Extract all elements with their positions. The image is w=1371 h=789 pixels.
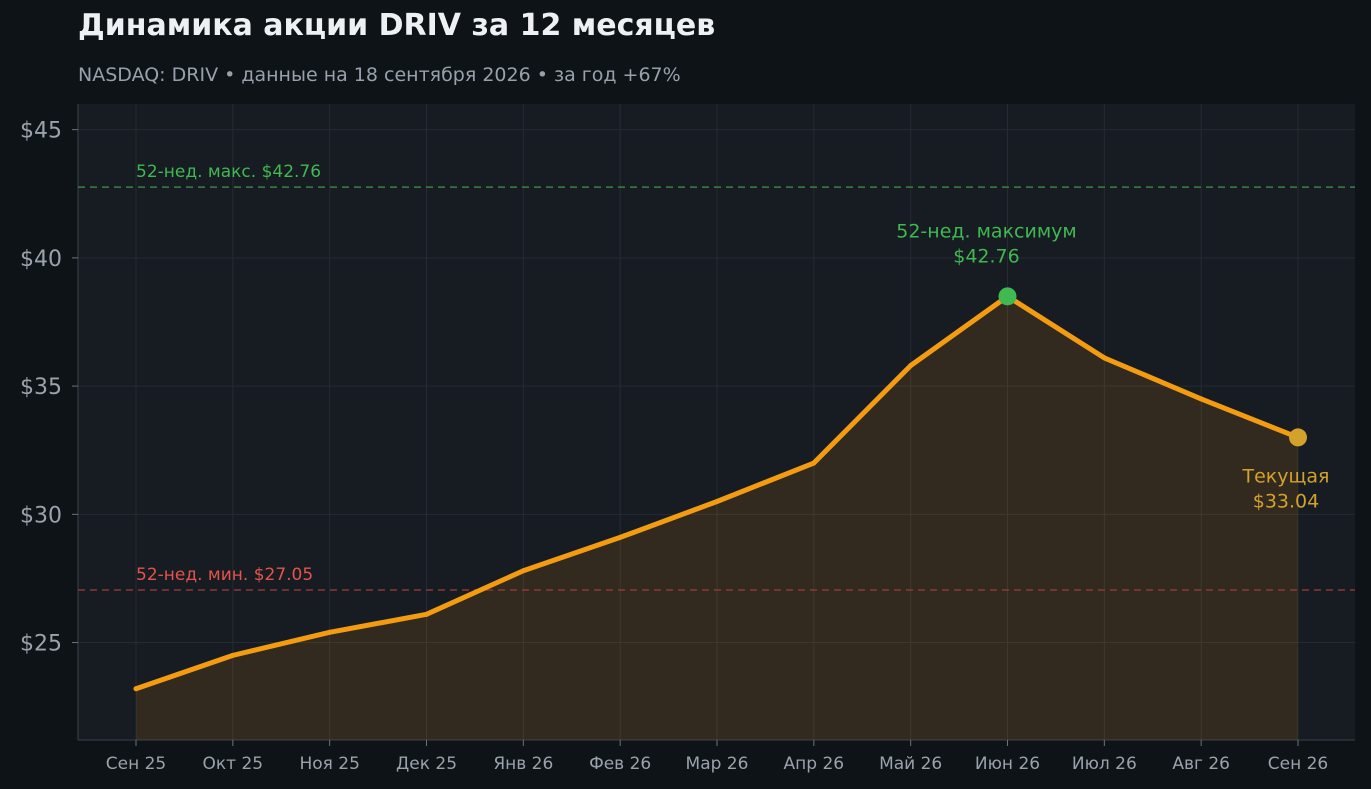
data-point bbox=[520, 568, 526, 574]
peak-marker bbox=[998, 287, 1017, 306]
chart-title: Динамика акции DRIV за 12 месяцев bbox=[78, 8, 716, 43]
x-tick-label: Апр 26 bbox=[784, 754, 845, 774]
y-tick-label: $25 bbox=[20, 632, 62, 657]
y-tick-label: $35 bbox=[20, 375, 62, 400]
data-point bbox=[133, 686, 139, 692]
data-point bbox=[714, 499, 720, 504]
y-tick-label: $40 bbox=[20, 247, 62, 272]
x-tick-label: Авг 26 bbox=[1172, 754, 1230, 774]
x-tick-label: Янв 26 bbox=[493, 754, 553, 774]
data-point bbox=[1101, 355, 1107, 361]
data-point bbox=[424, 611, 429, 617]
chart-subtitle: NASDAQ: DRIV • данные на 18 сентября 202… bbox=[78, 64, 681, 86]
annotation-value: $42.76 bbox=[953, 245, 1019, 267]
y-tick-label: $45 bbox=[20, 119, 62, 144]
reference-label-low: 52-нед. мин. $27.05 bbox=[136, 565, 313, 585]
data-point bbox=[908, 363, 914, 369]
x-tick-label: Ноя 25 bbox=[299, 754, 359, 774]
x-tick-label: Сен 26 bbox=[1268, 754, 1328, 774]
current-marker bbox=[1289, 428, 1307, 447]
data-point bbox=[811, 460, 817, 466]
area-fill bbox=[136, 296, 1298, 740]
x-tick-label: Мар 26 bbox=[686, 754, 749, 774]
x-tick-label: Сен 25 bbox=[106, 754, 166, 774]
annotation-label: 52-нед. максимум bbox=[896, 220, 1077, 242]
data-point bbox=[327, 629, 333, 635]
data-point bbox=[1198, 396, 1204, 402]
x-tick-label: Окт 25 bbox=[203, 754, 264, 774]
reference-label-high: 52-нед. макс. $42.76 bbox=[136, 162, 321, 182]
x-tick-label: Июн 26 bbox=[975, 754, 1040, 774]
x-tick-label: Май 26 bbox=[879, 754, 942, 774]
data-point bbox=[230, 652, 236, 658]
annotation-value: $33.04 bbox=[1253, 490, 1319, 512]
x-tick-label: Дек 25 bbox=[396, 754, 457, 774]
y-tick-label: $30 bbox=[20, 503, 62, 528]
data-point bbox=[617, 534, 623, 540]
annotation-label: Текущая bbox=[1242, 465, 1330, 487]
x-tick-label: Фев 26 bbox=[589, 754, 651, 774]
x-tick-label: Июл 26 bbox=[1072, 754, 1137, 774]
